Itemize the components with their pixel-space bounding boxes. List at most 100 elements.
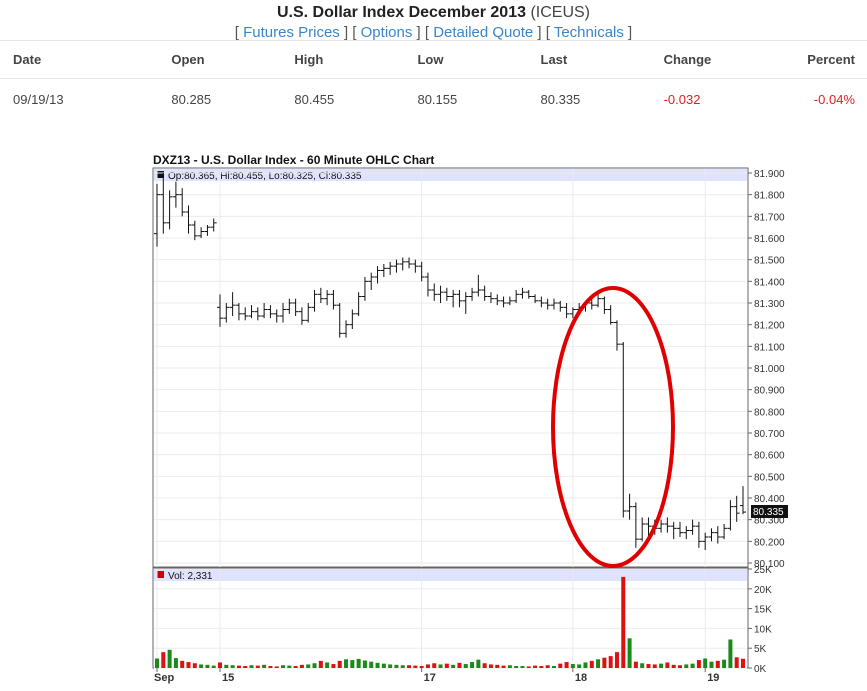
volume-series [155,576,745,668]
volume-bar [488,664,493,668]
volume-bar [173,658,178,668]
price-tick-label: 81.300 [754,299,785,310]
ohlc-bar [639,517,646,542]
volume-bar [589,660,594,668]
volume-bar [344,659,349,668]
volume-bar [432,663,437,668]
ohlc-bar [645,517,652,537]
volume-bar [293,666,298,668]
x-tick-label: 17 [424,672,436,684]
ohlc-bar [695,521,702,548]
ohlc-bar [500,296,507,308]
volume-bar [627,638,632,668]
volume-bar [583,662,588,668]
detailed-quote-link[interactable]: Detailed Quote [433,24,534,41]
price-tick-label: 80.800 [754,407,785,418]
ohlc-bar [475,274,482,297]
price-tick-label: 81.600 [754,234,785,245]
volume-bar [312,663,317,668]
volume-bar [205,664,210,668]
ohlc-bar [305,303,312,323]
volume-bar [281,665,286,668]
technicals-link[interactable]: Technicals [553,24,624,41]
cell-high: 80.455 [294,91,335,107]
volume-bar [709,661,714,668]
x-tick-label: Sep [154,672,174,684]
ohlc-bar [469,287,476,301]
volume-bar [262,664,267,668]
price-tick-label: 80.500 [754,472,785,483]
cell-open: 80.285 [171,91,212,107]
volume-bar [614,652,619,668]
ohlc-bar [664,517,671,533]
ohlc-bar [418,261,425,282]
volume-bar [419,666,424,668]
ohlc-bar [280,303,287,323]
ohlc-bar [298,307,305,325]
volume-bar [564,662,569,668]
volume-bar [501,665,506,668]
volume-bar [665,662,670,668]
ohlc-bar [204,225,211,236]
ohlc-bar [198,227,205,238]
volume-bar [684,664,689,668]
ohlc-bar [563,303,570,319]
ohlc-bar [343,320,350,338]
options-link[interactable]: Options [360,24,413,41]
volume-bar [362,660,367,668]
volume-bar [167,649,172,668]
volume-bar [602,657,607,668]
ohlc-bar [229,292,236,316]
ohlc-bar [538,296,545,308]
column-header-percent: Percent [794,40,867,79]
price-tick-label: 81.700 [754,212,785,223]
futures-prices-link[interactable]: Futures Prices [243,24,340,41]
volume-bar [495,664,500,668]
volume-legend-swatch [157,571,164,578]
column-header-date: Date [0,40,159,79]
price-readout-bar [154,169,747,181]
ohlc-bar [632,502,639,548]
volume-readout-bar [154,569,747,581]
volume-bar [520,666,525,668]
ohlc-bar [185,205,192,234]
column-header-low: Low [404,40,528,79]
ohlc-bar [557,300,564,312]
price-tick-label: 81.500 [754,256,785,267]
contract-symbol: (ICEUS) [530,4,590,21]
quote-table: Date Open High Low Last Change Percent 0… [0,40,867,119]
ohlc-bar [424,272,431,297]
ohlc-bar [154,183,160,247]
ohlc-bar [179,188,186,217]
ohlc-bar [324,290,331,306]
x-tick-label: 18 [575,672,587,684]
ohlc-bar [437,285,444,303]
volume-bar [369,661,374,668]
volume-tick-label: 10K [754,624,772,635]
price-legend-swatch [157,171,164,178]
ohlc-bar [525,290,532,299]
ohlc-bar [670,521,677,540]
volume-bar [551,666,556,668]
volume-bar [703,658,708,668]
price-tick-label: 80.900 [754,386,785,397]
volume-bar [734,657,739,668]
x-tick-label: 19 [707,672,719,684]
ohlc-bar [450,290,457,308]
ohlc-bar [223,303,230,323]
price-tick-label: 80.600 [754,451,785,462]
column-header-last: Last [527,40,651,79]
volume-tick-label: 0K [754,664,767,675]
volume-bar [407,665,412,668]
volume-bar [671,664,676,668]
volume-bar [690,663,695,668]
page-header: U.S. Dollar Index December 2013 (ICEUS) … [0,3,867,42]
ohlc-bar [519,287,526,299]
ohlc-bar [235,303,242,321]
volume-bar [375,662,380,668]
ohlc-bar [626,493,633,520]
ohlc-bar [658,519,665,533]
ohlc-bar [349,309,356,329]
volume-bar [249,665,254,668]
